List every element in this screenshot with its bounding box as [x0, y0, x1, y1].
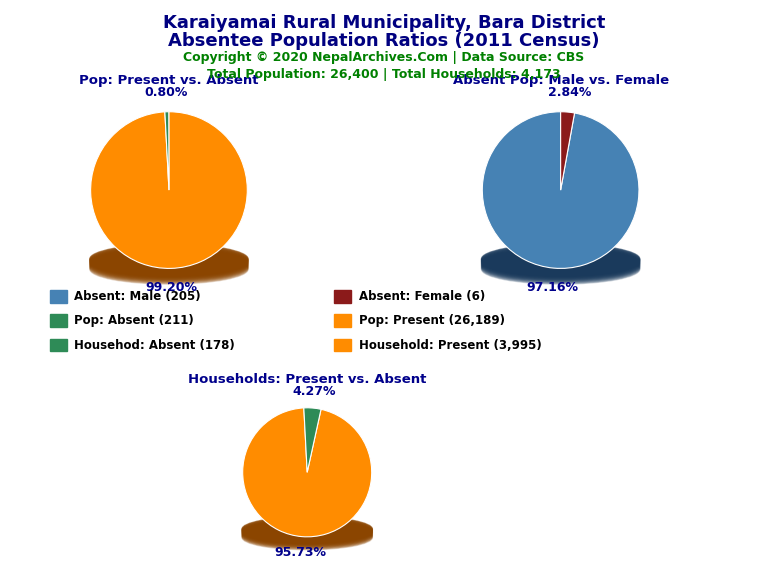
Ellipse shape [482, 251, 640, 281]
Ellipse shape [90, 248, 248, 278]
Text: Absentee Population Ratios (2011 Census): Absentee Population Ratios (2011 Census) [168, 32, 600, 50]
Wedge shape [561, 112, 574, 190]
Ellipse shape [482, 244, 640, 274]
Ellipse shape [482, 255, 640, 284]
Ellipse shape [242, 525, 372, 550]
Ellipse shape [90, 249, 248, 279]
Title: Absent Pop: Male vs. Female: Absent Pop: Male vs. Female [452, 74, 669, 87]
Ellipse shape [482, 248, 640, 278]
Ellipse shape [242, 522, 372, 547]
Ellipse shape [482, 252, 640, 281]
Ellipse shape [90, 252, 248, 282]
Text: Karaiyamai Rural Municipality, Bara District: Karaiyamai Rural Municipality, Bara Dist… [163, 14, 605, 32]
Text: Household: Present (3,995): Household: Present (3,995) [359, 339, 541, 351]
Text: Total Population: 26,400 | Total Households: 4,173: Total Population: 26,400 | Total Househo… [207, 68, 561, 81]
Wedge shape [243, 408, 372, 537]
Ellipse shape [242, 518, 372, 542]
Ellipse shape [90, 247, 248, 276]
Ellipse shape [482, 245, 640, 275]
Ellipse shape [482, 252, 640, 282]
Ellipse shape [90, 252, 248, 281]
Text: Househod: Absent (178): Househod: Absent (178) [74, 339, 235, 351]
Ellipse shape [90, 244, 248, 274]
Text: 99.20%: 99.20% [146, 282, 197, 294]
Ellipse shape [242, 521, 372, 545]
Text: Copyright © 2020 NepalArchives.Com | Data Source: CBS: Copyright © 2020 NepalArchives.Com | Dat… [184, 51, 584, 64]
Text: Pop: Present (26,189): Pop: Present (26,189) [359, 314, 505, 327]
Ellipse shape [242, 518, 372, 543]
Title: Pop: Present vs. Absent: Pop: Present vs. Absent [79, 74, 259, 87]
Ellipse shape [242, 525, 372, 549]
Ellipse shape [482, 246, 640, 276]
Text: 2.84%: 2.84% [548, 86, 591, 99]
Ellipse shape [482, 247, 640, 276]
Ellipse shape [90, 246, 248, 276]
Text: 95.73%: 95.73% [275, 546, 326, 559]
Text: 0.80%: 0.80% [144, 86, 188, 98]
Wedge shape [304, 408, 321, 472]
Text: 4.27%: 4.27% [292, 385, 336, 399]
Text: Absent: Male (205): Absent: Male (205) [74, 290, 201, 303]
Ellipse shape [482, 249, 640, 279]
Ellipse shape [242, 523, 372, 547]
Wedge shape [91, 112, 247, 268]
Ellipse shape [242, 519, 372, 544]
Ellipse shape [90, 253, 248, 283]
Ellipse shape [90, 255, 248, 284]
Ellipse shape [242, 521, 372, 546]
Ellipse shape [482, 253, 640, 283]
Ellipse shape [242, 524, 372, 548]
Ellipse shape [242, 520, 372, 544]
Ellipse shape [242, 517, 372, 541]
Text: Absent: Female (6): Absent: Female (6) [359, 290, 485, 303]
Ellipse shape [90, 249, 248, 279]
Text: 97.16%: 97.16% [526, 281, 578, 294]
Text: Pop: Absent (211): Pop: Absent (211) [74, 314, 194, 327]
Ellipse shape [90, 245, 248, 275]
Ellipse shape [90, 251, 248, 281]
Wedge shape [482, 112, 639, 268]
Ellipse shape [482, 249, 640, 279]
Wedge shape [165, 112, 169, 190]
Title: Households: Present vs. Absent: Households: Present vs. Absent [188, 373, 426, 386]
